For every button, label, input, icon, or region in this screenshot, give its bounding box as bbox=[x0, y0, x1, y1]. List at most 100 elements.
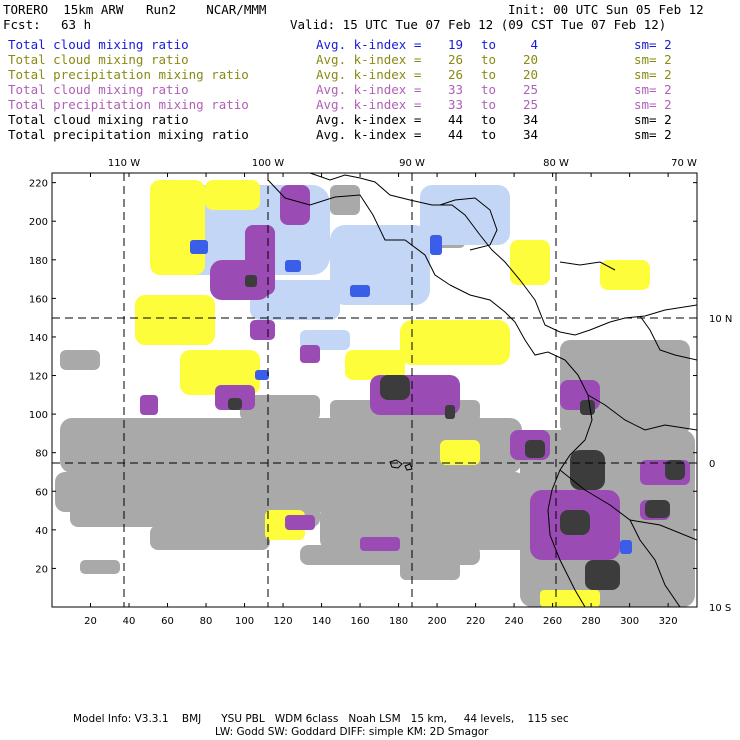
legend-to: to bbox=[481, 37, 497, 52]
x-tick-label: 60 bbox=[161, 616, 174, 627]
x-tick-label: 40 bbox=[123, 616, 136, 627]
caribbean-coast bbox=[479, 234, 611, 336]
legend-smoothing: sm= 2 bbox=[634, 97, 672, 112]
y-tick-label: 40 bbox=[35, 526, 48, 537]
lat-lon-grid bbox=[52, 173, 697, 607]
legend-k-label: Avg. k-index = bbox=[316, 82, 422, 97]
legend-k-end: 20 bbox=[522, 52, 538, 67]
legend-k-end: 25 bbox=[522, 82, 538, 97]
y-tick-label: 200 bbox=[29, 217, 48, 228]
legend-k-label: Avg. k-index = bbox=[316, 37, 422, 52]
x-tick-label: 320 bbox=[659, 616, 678, 627]
longitude-label: 100 W bbox=[252, 158, 284, 169]
legend-k-start: 26 bbox=[447, 67, 463, 82]
yucatan bbox=[439, 197, 498, 251]
peru-brazil-border bbox=[629, 519, 681, 607]
legend-row: Total cloud mixing ratio Avg. k-index = 19… bbox=[8, 37, 688, 52]
legend-field-name: Total cloud mixing ratio bbox=[8, 112, 189, 127]
central-america bbox=[449, 284, 566, 361]
x-tick-label: 180 bbox=[389, 616, 408, 627]
x-tick-label: 160 bbox=[351, 616, 370, 627]
legend-field-name: Total cloud mixing ratio bbox=[8, 37, 189, 52]
legend-row: Total precipitation mixing ratio Avg. k-i… bbox=[8, 97, 688, 112]
y-tick-label: 20 bbox=[35, 564, 48, 575]
cuba bbox=[559, 261, 616, 271]
legend-smoothing: sm= 2 bbox=[634, 37, 672, 52]
y-tick-label: 60 bbox=[35, 487, 48, 498]
legend-smoothing: sm= 2 bbox=[634, 82, 672, 97]
legend-field-name: Total precipitation mixing ratio bbox=[8, 97, 249, 112]
forecast-label: Fcst: bbox=[3, 17, 41, 32]
forecast-hour: 63 h bbox=[61, 17, 92, 32]
legend-to: to bbox=[481, 97, 497, 112]
latitude-label: 10 S bbox=[709, 603, 731, 614]
legend-k-end: 25 bbox=[522, 97, 538, 112]
legend-k-start: 33 bbox=[447, 82, 463, 97]
legend-row: Total precipitation mixing ratio Avg. k-i… bbox=[8, 67, 688, 82]
y-tick-label: 220 bbox=[29, 179, 48, 190]
model-info-line: Model Info: V3.3.1 BMJ YSU PBL WDM 6clas… bbox=[73, 713, 569, 725]
x-tick-label: 20 bbox=[84, 616, 97, 627]
longitude-label: 110 W bbox=[108, 158, 140, 169]
legend-k-start: 26 bbox=[447, 52, 463, 67]
x-tick-label: 100 bbox=[235, 616, 254, 627]
longitude-label: 70 W bbox=[671, 158, 697, 169]
axis-ticks bbox=[52, 173, 697, 607]
legend-k-start: 44 bbox=[447, 112, 463, 127]
legend-to: to bbox=[481, 52, 497, 67]
y-tick-label: 80 bbox=[35, 449, 48, 460]
precipitation-layers bbox=[55, 180, 695, 607]
x-tick-label: 260 bbox=[543, 616, 562, 627]
legend-k-start: 33 bbox=[447, 97, 463, 112]
galapagos bbox=[389, 459, 413, 471]
blue-cloud bbox=[190, 235, 632, 554]
legend-field-name: Total cloud mixing ratio bbox=[8, 52, 189, 67]
legend-row: Total cloud mixing ratio Avg. k-index = 33… bbox=[8, 82, 688, 97]
valid-time: Valid: 15 UTC Tue 07 Feb 12 (09 CST Tue … bbox=[290, 17, 667, 32]
legend-field-name: Total cloud mixing ratio bbox=[8, 82, 189, 97]
y-tick-label: 140 bbox=[29, 333, 48, 344]
x-tick-label: 300 bbox=[620, 616, 639, 627]
legend-k-end: 34 bbox=[522, 112, 538, 127]
y-tick-label: 160 bbox=[29, 294, 48, 305]
country-border-1 bbox=[587, 394, 697, 431]
legend-k-end: 20 bbox=[522, 67, 538, 82]
legend-k-start: 19 bbox=[447, 37, 463, 52]
legend-smoothing: sm= 2 bbox=[634, 127, 672, 142]
legend-to: to bbox=[481, 127, 497, 142]
coastlines bbox=[267, 173, 697, 607]
legend-k-start: 44 bbox=[447, 127, 463, 142]
legend-smoothing: sm= 2 bbox=[634, 52, 672, 67]
legend-smoothing: sm= 2 bbox=[634, 67, 672, 82]
legend-to: to bbox=[481, 82, 497, 97]
legend-to: to bbox=[481, 112, 497, 127]
country-border-2 bbox=[559, 469, 697, 541]
y-tick-label: 120 bbox=[29, 372, 48, 383]
x-tick-label: 240 bbox=[505, 616, 524, 627]
legend-k-label: Avg. k-index = bbox=[316, 97, 422, 112]
legend-k-end: 4 bbox=[530, 37, 538, 52]
legend-row: Total cloud mixing ratio Avg. k-index = 26… bbox=[8, 52, 688, 67]
x-tick-label: 80 bbox=[200, 616, 213, 627]
legend-smoothing: sm= 2 bbox=[634, 112, 672, 127]
legend-k-label: Avg. k-index = bbox=[316, 112, 422, 127]
init-time: Init: 00 UTC Sun 05 Feb 12 bbox=[508, 2, 704, 17]
latitude-label: 10 N bbox=[709, 314, 732, 325]
x-tick-label: 280 bbox=[582, 616, 601, 627]
y-tick-label: 180 bbox=[29, 256, 48, 267]
latitude-label: 0 bbox=[709, 459, 715, 470]
legend-k-label: Avg. k-index = bbox=[316, 67, 422, 82]
longitude-label: 90 W bbox=[399, 158, 425, 169]
model-title: TORERO 15km ARW Run2 NCAR/MMM bbox=[3, 2, 267, 17]
x-tick-label: 120 bbox=[273, 616, 292, 627]
gulf-coast bbox=[309, 173, 481, 236]
mexico-pacific-coast bbox=[267, 179, 451, 286]
venezuela-inland bbox=[639, 315, 697, 361]
axis-labels: 220 200 180 160 140 120 100 80 60 40 20 20 40 60 80 100… bbox=[29, 158, 732, 627]
legend-to: to bbox=[481, 67, 497, 82]
map-frame bbox=[51, 172, 698, 608]
physics-info-line: LW: Godd SW: Goddard DIFF: simple KM: 2D… bbox=[215, 726, 489, 738]
legend-row: Total cloud mixing ratio Avg. k-index = 44… bbox=[8, 112, 688, 127]
legend-field-name: Total precipitation mixing ratio bbox=[8, 127, 249, 142]
